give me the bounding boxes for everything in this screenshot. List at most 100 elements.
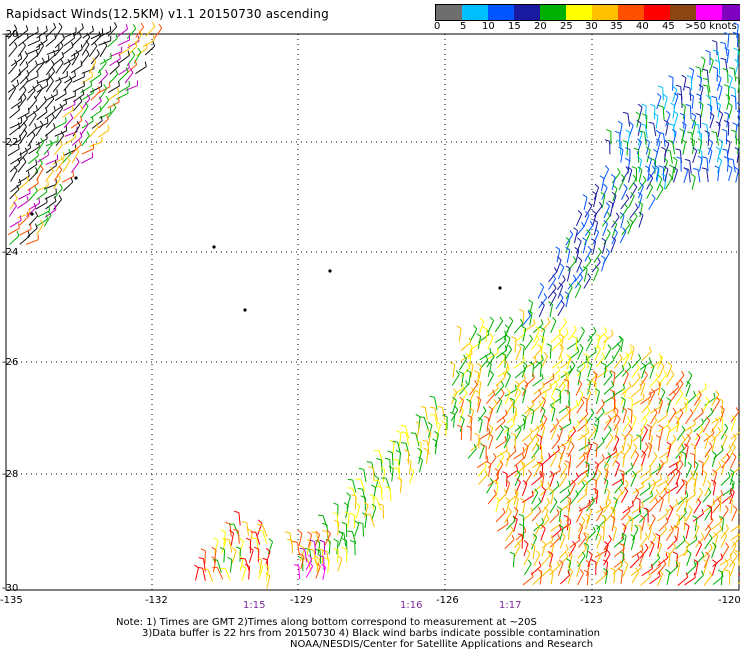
- wind-barb: [458, 388, 468, 405]
- wind-barb: [738, 480, 740, 485]
- scale-label: 25: [560, 21, 573, 32]
- wind-barb: [8, 41, 18, 57]
- wind-barb: [591, 478, 598, 494]
- wind-barb: [593, 201, 603, 217]
- wind-barb: [621, 220, 631, 236]
- wind-barb: [305, 554, 313, 571]
- wind-barb: [53, 140, 63, 156]
- wind-barb: [612, 496, 618, 513]
- wind-barb: [314, 531, 321, 548]
- wind-barb: [683, 540, 690, 557]
- wind-barb: [452, 382, 464, 396]
- wind-barb: [219, 547, 226, 563]
- wind-barb: [583, 569, 589, 586]
- wind-barb: [18, 76, 29, 91]
- wind-barb: [675, 496, 685, 513]
- wind-barb: [565, 265, 571, 282]
- wind-barb: [530, 471, 542, 486]
- wind-barb: [540, 486, 547, 503]
- wind-barb: [702, 68, 710, 84]
- wind-barb: [584, 245, 592, 262]
- wind-barb: [45, 66, 56, 82]
- map-title: Rapidsact Winds(12.5KM) v1.1 20150730 as…: [6, 7, 329, 21]
- wind-barb: [456, 424, 463, 441]
- wind-barb: [602, 220, 609, 237]
- wind-barb: [494, 316, 504, 333]
- wind-barb: [666, 361, 673, 378]
- wind-barb: [640, 379, 646, 396]
- wind-barb: [692, 147, 698, 164]
- wind-barb: [600, 191, 606, 208]
- wind-barb: [685, 103, 692, 119]
- wind-barb: [531, 488, 539, 505]
- wind-barb: [531, 389, 542, 404]
- wind-barb: [621, 184, 628, 200]
- wind-barb: [35, 57, 45, 73]
- wind-barb: [673, 110, 679, 127]
- wind-barb: [485, 389, 496, 405]
- wind-barb: [19, 69, 30, 85]
- wind-barb: [107, 87, 120, 101]
- wind-barb: [610, 515, 616, 532]
- wind-barb: [62, 104, 74, 118]
- wind-barb: [684, 522, 690, 539]
- wind-barb: [636, 138, 642, 155]
- wind-barb: [504, 344, 513, 361]
- wind-barb: [45, 33, 57, 47]
- wind-barb: [487, 316, 495, 333]
- wind-barb: [593, 487, 599, 504]
- wind-barb: [703, 571, 713, 587]
- wind-barb: [231, 547, 237, 564]
- wind-barb: [683, 443, 689, 460]
- wind-barb: [593, 423, 599, 440]
- wind-barb: [595, 333, 601, 350]
- wind-barb: [374, 449, 384, 464]
- wind-barb: [613, 343, 621, 359]
- wind-barb: [594, 454, 605, 469]
- wind-barb: [415, 421, 421, 438]
- wind-barb: [622, 407, 627, 424]
- wind-barb: [666, 470, 676, 486]
- wind-barb: [637, 191, 643, 208]
- wind-barb: [7, 24, 18, 40]
- wind-barb: [582, 194, 588, 211]
- wind-barb: [683, 167, 691, 183]
- wind-barb: [153, 23, 163, 40]
- wind-barb: [474, 389, 481, 406]
- wind-barb: [19, 142, 32, 156]
- wind-barb: [695, 540, 703, 557]
- wind-barb: [36, 25, 48, 39]
- wind-barb: [604, 139, 611, 155]
- wind-barb: [557, 282, 564, 299]
- wind-barb: [474, 432, 480, 449]
- wind-barb: [639, 482, 651, 496]
- wind-barb: [672, 85, 678, 103]
- wind-barb: [701, 167, 709, 183]
- wind-barb: [656, 524, 667, 540]
- wind-barb: [73, 104, 84, 120]
- wind-barb: [577, 551, 586, 568]
- wind-barb: [702, 156, 709, 172]
- wind-barb: [603, 477, 609, 495]
- wind-barb: [710, 435, 716, 452]
- wind-barb: [641, 113, 648, 129]
- wind-barb: [510, 432, 516, 449]
- wind-barb: [346, 492, 351, 509]
- wind-barb: [595, 352, 605, 368]
- wind-barb: [563, 370, 569, 387]
- wind-barb: [573, 227, 579, 244]
- wind-barb: [108, 80, 120, 94]
- wind-barb: [90, 69, 102, 83]
- islands: [30, 176, 502, 312]
- wind-barb: [620, 194, 630, 210]
- wind-barb: [730, 86, 736, 102]
- wind-barb: [658, 397, 664, 414]
- wind-barb: [503, 360, 509, 377]
- wind-barb: [522, 571, 534, 586]
- wind-barb: [549, 290, 557, 307]
- wind-barb: [704, 480, 712, 497]
- wind-barb: [8, 31, 19, 47]
- wind-barb: [618, 146, 624, 163]
- wind-barb: [72, 71, 85, 83]
- wind-barb: [458, 406, 464, 423]
